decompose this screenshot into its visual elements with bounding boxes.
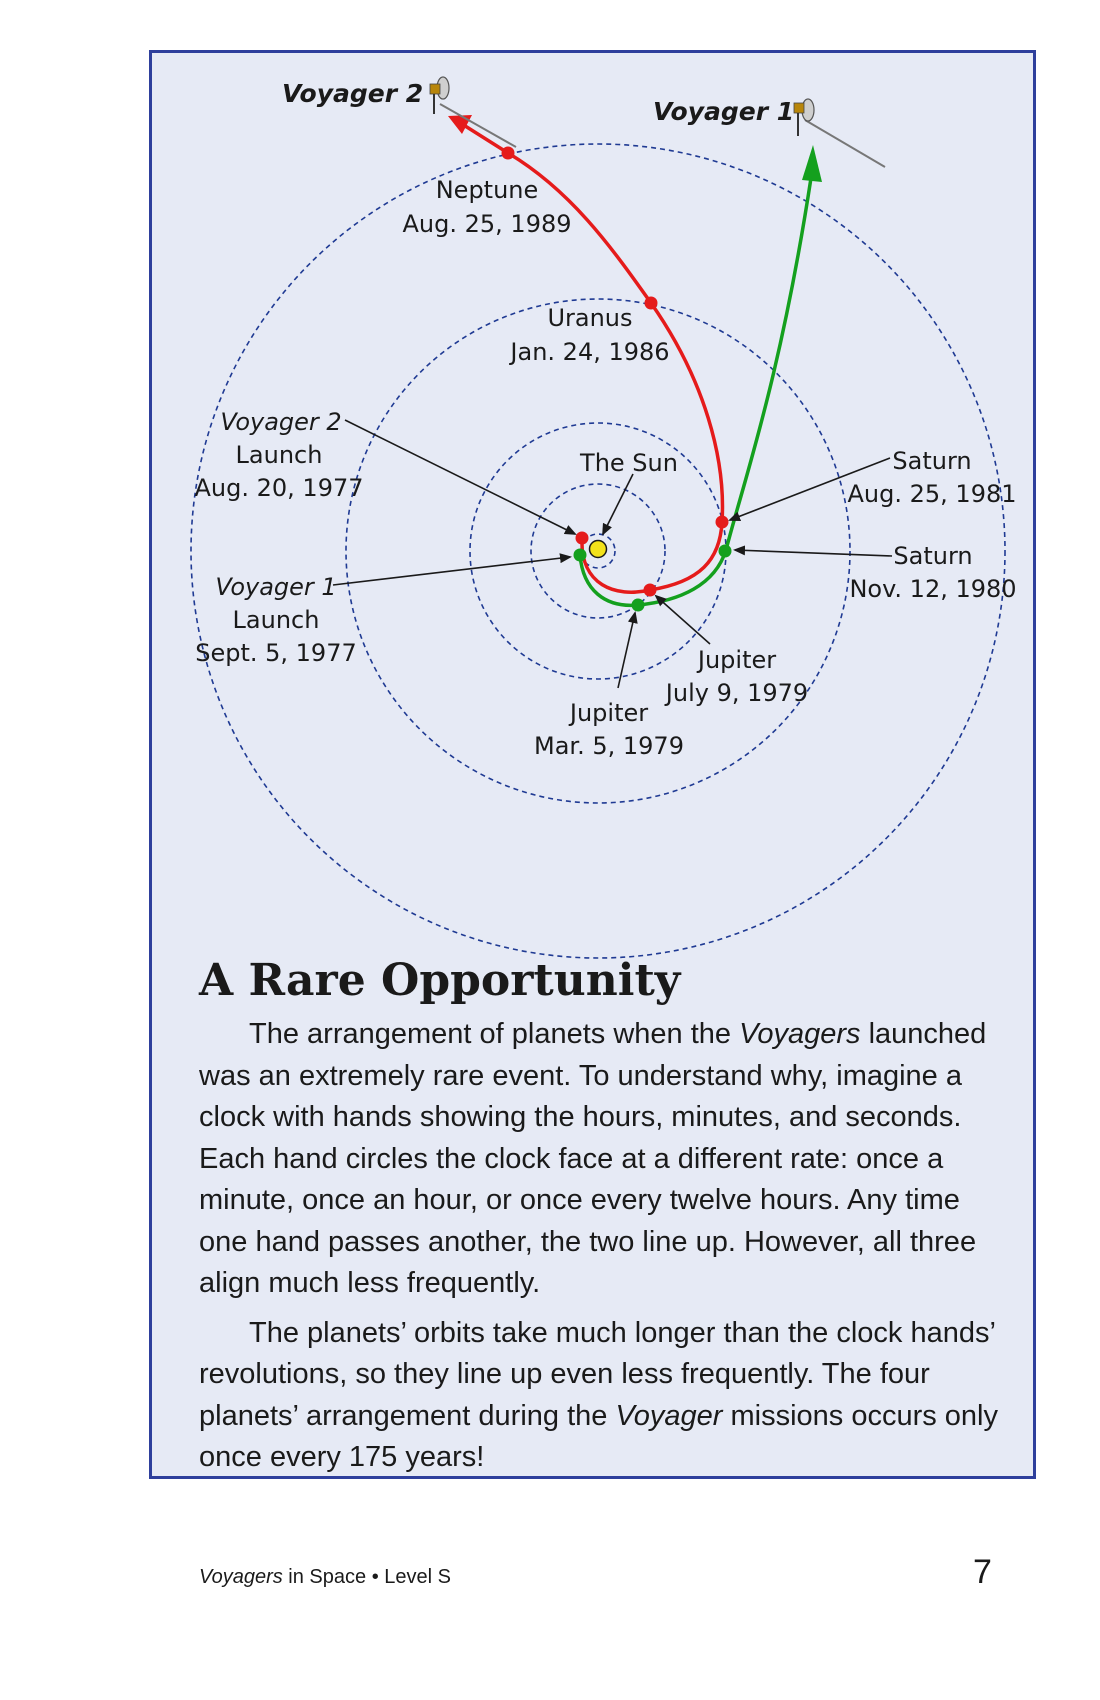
neptune-orbit bbox=[190, 143, 1006, 959]
uranus-label: Uranus bbox=[547, 304, 632, 332]
voyager2-trajectory bbox=[461, 122, 725, 594]
voyager2-spacecraft-icon bbox=[429, 76, 517, 148]
article-heading: A Rare Opportunity bbox=[199, 955, 681, 1006]
neptune-encounter-dot bbox=[501, 146, 515, 160]
jupiter-v2-label: Jupiter bbox=[696, 646, 776, 674]
voyager1-arrowhead bbox=[802, 145, 822, 182]
voyager1-trajectory bbox=[578, 177, 813, 608]
voyager2-launch-pointer bbox=[344, 419, 577, 535]
saturn-v2-date: Aug. 25, 1981 bbox=[848, 480, 1017, 508]
voyager1-launch-event: Launch bbox=[233, 606, 320, 634]
p1-text-end: launched was an extremely rare event. To… bbox=[199, 1018, 987, 1299]
uranus-encounter-dot bbox=[644, 296, 658, 310]
voyager2-title: Voyager 2 bbox=[282, 79, 423, 108]
saturn-v1-pointer bbox=[733, 545, 893, 557]
p2-text-start: The planets’ orbits take much longer tha… bbox=[199, 1316, 995, 1432]
jupiter-v1-date: Mar. 5, 1979 bbox=[534, 732, 684, 760]
jupiter-orbit bbox=[530, 483, 666, 619]
footer-book-rest: in Space • Level S bbox=[282, 1566, 451, 1588]
article-paragraph-1: The arrangement of planets when the Voya… bbox=[199, 1014, 999, 1305]
p2-italic-term: Voyager bbox=[615, 1399, 723, 1432]
inner-orbit bbox=[580, 533, 616, 569]
footer-book-title: Voyagers in Space • Level S bbox=[199, 1566, 451, 1589]
voyager2-launch-dot bbox=[575, 531, 589, 545]
voyager1-spacecraft-icon bbox=[793, 98, 886, 168]
voyager2-launch-event: Launch bbox=[236, 441, 323, 469]
neptune-date: Aug. 25, 1989 bbox=[403, 210, 572, 238]
content-panel bbox=[149, 50, 1036, 1479]
jupiter-v2-date: July 9, 1979 bbox=[664, 679, 808, 707]
article: A Rare Opportunity The arrangement of pl… bbox=[199, 955, 999, 1487]
jupiter-v1-pointer bbox=[617, 611, 638, 689]
sun-label: The Sun bbox=[579, 449, 678, 477]
page-number: 7 bbox=[973, 1553, 992, 1591]
voyager2-launch-craft: Voyager 2 bbox=[220, 408, 341, 436]
saturn-v2-pointer bbox=[728, 457, 891, 522]
article-paragraph-2: The planets’ orbits take much longer tha… bbox=[199, 1313, 999, 1479]
voyager1-title: Voyager 1 bbox=[653, 97, 794, 126]
saturn-v1-date: Nov. 12, 1980 bbox=[849, 575, 1016, 603]
voyager1-launch-dot bbox=[573, 548, 587, 562]
sun-icon bbox=[588, 539, 608, 559]
footer-book-italic: Voyagers bbox=[199, 1566, 283, 1588]
voyager1-launch-pointer bbox=[332, 553, 572, 586]
jupiter-v1-encounter-dot bbox=[631, 598, 645, 612]
saturn-v1-label: Saturn bbox=[893, 542, 972, 570]
jupiter-v2-pointer bbox=[654, 594, 711, 645]
p2-text-end: missions occurs only once every 175 year… bbox=[199, 1399, 998, 1474]
saturn-v2-label: Saturn bbox=[892, 447, 971, 475]
p1-italic-term: Voyagers bbox=[739, 1018, 861, 1050]
saturn-v2-encounter-dot bbox=[715, 515, 729, 529]
voyager1-launch-date: Sept. 5, 1977 bbox=[195, 639, 357, 667]
uranus-orbit bbox=[345, 298, 851, 804]
voyager-trajectory-diagram: Voyager 2 Voyager 1 Neptune Aug. 25, 198… bbox=[190, 76, 1017, 959]
p1-text-start: The arrangement of planets when the bbox=[249, 1018, 740, 1050]
jupiter-v2-encounter-dot bbox=[643, 583, 657, 597]
voyager2-launch-date: Aug. 20, 1977 bbox=[195, 474, 364, 502]
voyager1-launch-craft: Voyager 1 bbox=[215, 573, 336, 601]
saturn-v1-encounter-dot bbox=[718, 544, 732, 558]
neptune-label: Neptune bbox=[436, 176, 539, 204]
voyager2-arrowhead bbox=[448, 115, 472, 134]
uranus-date: Jan. 24, 1986 bbox=[508, 338, 669, 366]
jupiter-v1-label: Jupiter bbox=[568, 699, 648, 727]
sun-pointer bbox=[602, 473, 634, 536]
